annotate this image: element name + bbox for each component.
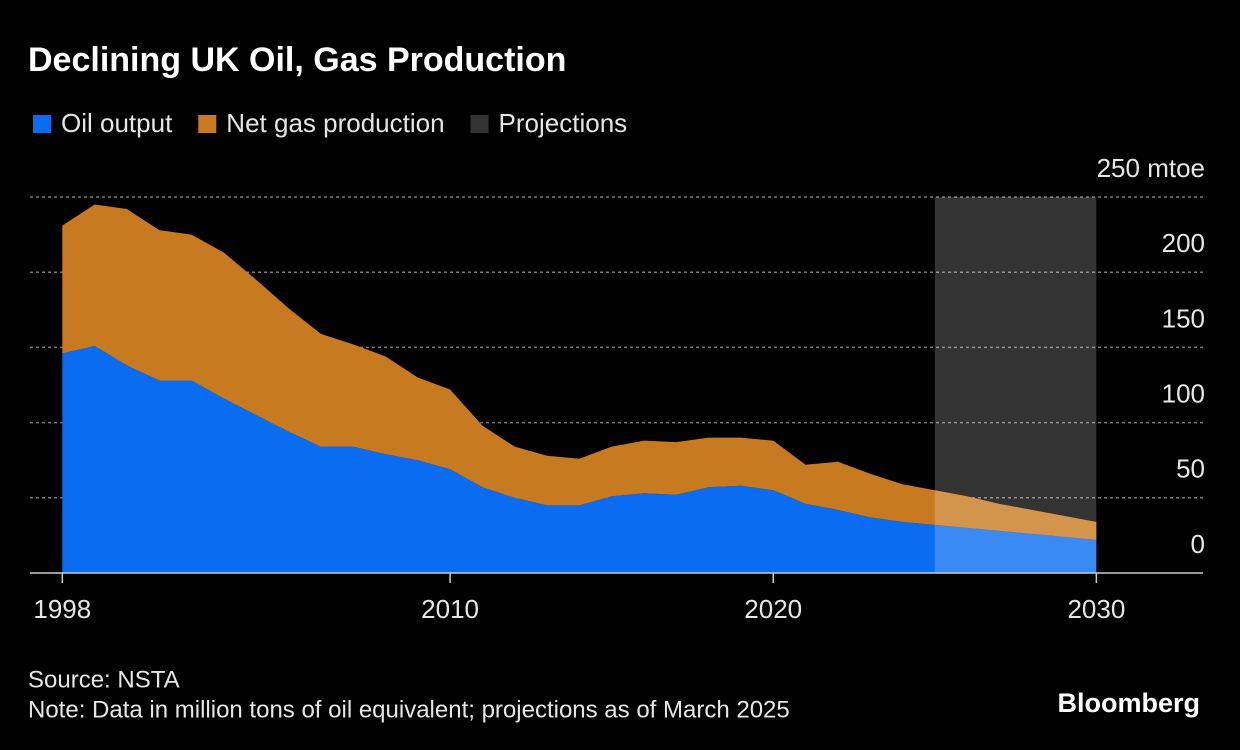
chart-title: Declining UK Oil, Gas Production	[28, 41, 566, 79]
legend-label: Projections	[499, 108, 628, 138]
note: Note: Data in million tons of oil equiva…	[28, 696, 790, 723]
y-tick-label: 0	[1191, 529, 1205, 559]
legend-swatch	[198, 115, 217, 133]
y-tick-label: 150	[1162, 303, 1205, 333]
projection-band	[934, 197, 1097, 573]
brand: Bloomberg	[1057, 688, 1200, 718]
legend-label: Net gas production	[226, 108, 444, 138]
y-tick-label: 250 mtoe	[1097, 153, 1205, 183]
area	[62, 345, 1097, 573]
x-tick-label: 2030	[1067, 594, 1125, 624]
legend-swatch	[470, 115, 489, 133]
legend-label: Oil output	[61, 108, 173, 138]
y-tick-label: 200	[1162, 228, 1205, 258]
x-tick-label: 2010	[421, 594, 479, 624]
y-tick-label: 100	[1162, 378, 1205, 408]
x-tick-label: 2020	[744, 594, 802, 624]
area	[62, 204, 1097, 540]
source: Source: NSTA	[28, 666, 180, 693]
x-tick-label: 1998	[33, 594, 91, 624]
y-tick-label: 50	[1176, 454, 1205, 484]
legend-swatch	[33, 115, 51, 133]
